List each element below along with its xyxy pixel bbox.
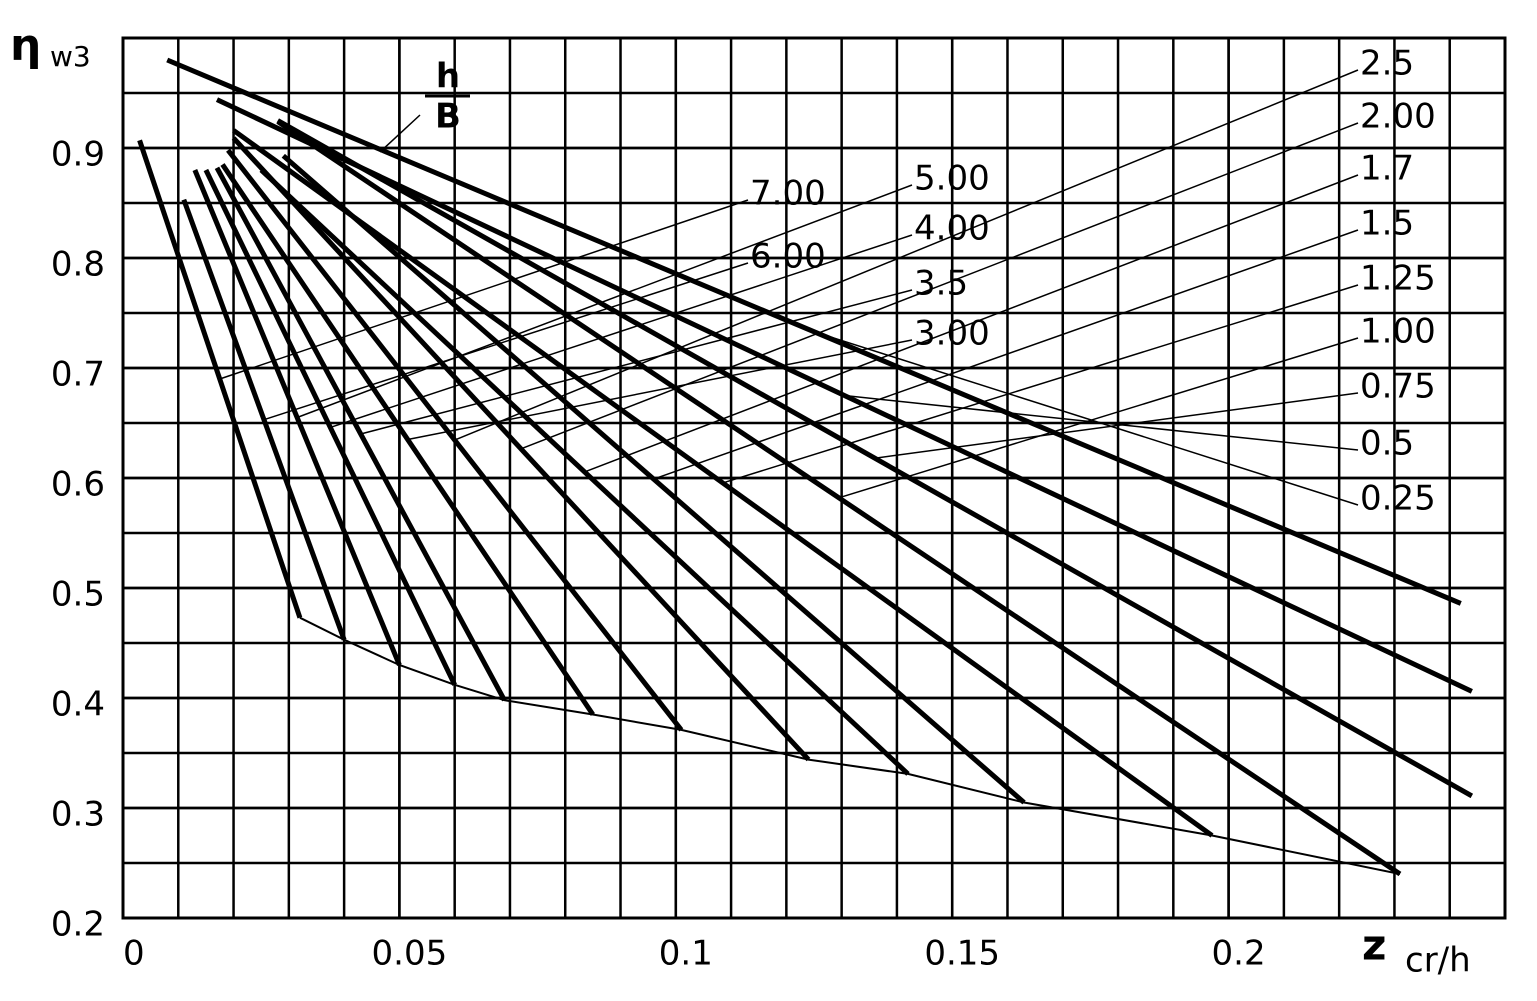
x-axis-label: z <box>1362 921 1386 970</box>
y-tick-label: 0.2 <box>51 905 105 945</box>
legend-label: 0.25 <box>1360 479 1436 519</box>
x-tick-label: 0.15 <box>924 934 1000 974</box>
x-axis-label-sub: cr/h <box>1405 941 1471 981</box>
y-tick-label: 0.3 <box>51 795 105 835</box>
x-tick-label: 0.2 <box>1212 934 1266 974</box>
label-leader <box>722 284 1359 484</box>
x-tick-label: 0.05 <box>372 934 448 974</box>
label-leader <box>813 330 1359 506</box>
label-leader <box>296 184 913 419</box>
y-tick-label: 0.8 <box>51 245 105 285</box>
y-tick-label: 0.6 <box>51 465 105 505</box>
label-leader <box>454 69 1359 441</box>
legend-label: 2.00 <box>1360 97 1436 137</box>
y-tick-label: 0.5 <box>51 575 105 615</box>
y-tick-label: 0.7 <box>51 355 105 395</box>
legend-title-numerator: h <box>436 57 460 97</box>
legend-label: 0.5 <box>1360 424 1414 464</box>
curve <box>276 118 1474 799</box>
legend-label: 1.7 <box>1360 149 1414 189</box>
label-leader <box>653 229 1359 480</box>
legend-label: 3.5 <box>914 264 968 304</box>
legend-label: 2.5 <box>1360 44 1414 84</box>
legend-label: 0.75 <box>1360 367 1436 407</box>
label-leader <box>874 392 1359 459</box>
y-tick-label: 0.9 <box>51 135 105 175</box>
legend-label: 6.00 <box>750 237 826 277</box>
label-leader <box>584 174 1359 473</box>
x-tick-label: 0 <box>123 934 145 974</box>
x-tick-label: 0.1 <box>659 934 713 974</box>
label-leader <box>219 199 749 380</box>
y-axis-label-sub: w3 <box>50 40 91 73</box>
y-tick-label: 0.4 <box>51 685 105 725</box>
y-axis-label: η <box>10 20 41 71</box>
label-leader <box>263 262 749 421</box>
label-leader <box>520 122 1359 450</box>
curve <box>232 128 1214 838</box>
label-leader <box>330 234 913 429</box>
legend-label: 1.25 <box>1360 259 1436 299</box>
legend-label: 5.00 <box>914 159 990 199</box>
legend-label: 1.5 <box>1360 204 1414 244</box>
legend-label: 1.00 <box>1360 312 1436 352</box>
boundary-line <box>299 616 1401 875</box>
curve <box>281 153 1026 805</box>
legend-label: 4.00 <box>914 209 990 249</box>
legend-label: 3.00 <box>914 314 990 354</box>
legend-title-denominator: B <box>435 97 461 137</box>
curve <box>215 97 1473 694</box>
label-leader <box>838 337 1359 499</box>
label-leader <box>407 339 913 441</box>
legend-label: 7.00 <box>750 174 826 214</box>
